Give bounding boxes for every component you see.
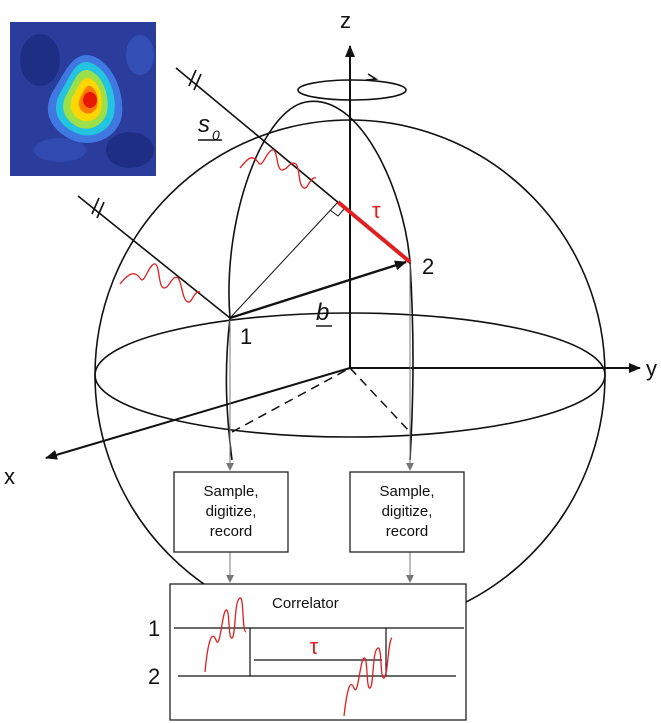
- correlator-row-1-label: 1: [148, 616, 160, 641]
- correlator-title: Correlator: [272, 595, 339, 612]
- z-axis-label: z: [340, 8, 351, 33]
- recorder-1-line1: Sample,: [203, 483, 258, 500]
- source-image: [10, 22, 156, 176]
- correlator-row-2-label: 2: [148, 664, 160, 689]
- rotation-arrow-icon: [297, 73, 407, 101]
- recorder-1-line2: digitize,: [206, 503, 257, 520]
- equatorial-projections: [231, 367, 411, 433]
- x-axis: [45, 367, 351, 460]
- recorder-box-1: Sample, digitize, record: [173, 471, 289, 553]
- recorder-box-2: Sample, digitize, record: [349, 471, 465, 553]
- correlator-delay-label: τ: [310, 634, 319, 659]
- recorder-2-line1: Sample,: [379, 483, 434, 500]
- antenna-1-label: 1: [240, 324, 252, 349]
- y-axis-label: y: [646, 356, 657, 381]
- recorder-1-line3: record: [210, 523, 253, 540]
- baseline-label: b: [316, 299, 329, 326]
- baseline-vector: [229, 260, 407, 320]
- correlator-signal-1: [204, 597, 247, 673]
- incoming-signal-waves: [119, 149, 317, 303]
- source-direction-label: s: [198, 111, 210, 138]
- antenna-2-label: 2: [422, 254, 434, 279]
- delay-label: τ: [372, 198, 381, 223]
- geometric-delay-segment: [336, 200, 412, 264]
- source-direction-subscript: 0: [212, 127, 220, 143]
- correlator-signal-2: [343, 637, 393, 717]
- recorder-2-line3: record: [386, 523, 429, 540]
- recorder-2-line2: digitize,: [382, 503, 433, 520]
- x-axis-label: x: [4, 464, 15, 489]
- correlator-box: Correlator τ: [169, 583, 467, 721]
- ray-to-antenna-1: [77, 195, 231, 319]
- signal-paths: [226, 264, 414, 583]
- wavefront-projection: [229, 201, 339, 319]
